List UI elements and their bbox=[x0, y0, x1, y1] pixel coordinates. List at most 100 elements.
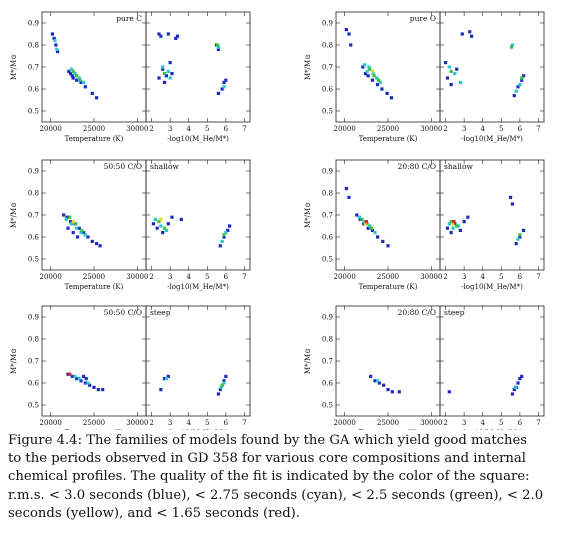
data-point-blue bbox=[363, 72, 368, 76]
data-point-blue bbox=[216, 91, 221, 95]
y-tick-label: 0.6 bbox=[28, 86, 40, 94]
y-tick-label: 0.8 bbox=[28, 42, 39, 50]
x-tick-label: 2 bbox=[443, 125, 447, 133]
panel-middle-right-right: 2 3 4 5 6 7 -log10(M_He/M*) shallow bbox=[439, 159, 545, 291]
x-tick-label: 4 bbox=[480, 273, 485, 281]
data-point-blue bbox=[70, 74, 74, 78]
data-point-blue bbox=[86, 235, 90, 239]
data-point-green bbox=[372, 74, 376, 78]
data-point-cyan bbox=[514, 89, 518, 93]
data-point-blue bbox=[344, 187, 348, 191]
x-axis-label: -log10(M_He/M*) bbox=[167, 429, 229, 430]
panel-frame bbox=[439, 11, 545, 123]
data-point-blue bbox=[380, 87, 384, 91]
panel-middle-right: 20000 25000 30000 0.5 0.6 0.7 0.8 0.9 Temperatur… bbox=[304, 159, 442, 291]
panel-frame bbox=[41, 305, 147, 417]
data-point-cyan bbox=[518, 83, 522, 87]
panel-tag: shallow bbox=[150, 162, 179, 171]
data-point-cyan bbox=[451, 226, 455, 230]
panel-tag: steep bbox=[444, 308, 465, 317]
x-axis-label: -log10(M_He/M*) bbox=[461, 429, 523, 430]
data-point-blue bbox=[166, 32, 170, 36]
y-tick-label: 0.5 bbox=[322, 256, 333, 264]
panel-top-right-right: 2 3 4 5 6 7 -log10(M_He/M*) bbox=[439, 11, 545, 143]
data-point-blue bbox=[397, 390, 401, 394]
data-point-blue bbox=[56, 50, 60, 54]
data-point-blue bbox=[455, 67, 459, 71]
data-point-blue bbox=[170, 215, 174, 219]
data-point-green bbox=[74, 222, 78, 226]
panel-frame bbox=[439, 305, 545, 417]
x-axis-label: -log10(M_He/M*) bbox=[167, 283, 229, 291]
data-point-blue bbox=[521, 228, 526, 232]
data-point-cyan bbox=[166, 69, 170, 73]
data-point-blue bbox=[77, 226, 81, 230]
y-tick-label: 0.6 bbox=[28, 234, 40, 242]
figure-4-4-grid: 20000 25000 30000 0.5 0.6 0.7 0.8 0.9 Temperatur… bbox=[10, 11, 545, 430]
panel-frame bbox=[145, 305, 251, 417]
data-point-blue bbox=[79, 80, 83, 84]
data-point-blue bbox=[369, 374, 373, 378]
figure-caption: Figure 4.4: The families of models found… bbox=[8, 432, 574, 523]
panel-bottom-left-right: 2 3 4 5 6 7 -log10(M_He/M*) steep bbox=[145, 305, 251, 430]
x-axis-label: Temperature (K) bbox=[359, 429, 418, 430]
data-point-blue bbox=[358, 217, 362, 221]
data-point-blue bbox=[381, 239, 385, 243]
data-point-blue bbox=[69, 72, 73, 76]
panel-frame bbox=[41, 11, 147, 123]
data-point-blue bbox=[162, 80, 167, 84]
x-tick-label: 30000 bbox=[126, 273, 148, 281]
data-point-blue bbox=[469, 34, 474, 38]
data-point-green bbox=[360, 217, 364, 221]
x-tick-label: 3 bbox=[168, 125, 172, 133]
y-tick-label: 0.9 bbox=[28, 168, 39, 176]
data-point-green bbox=[518, 233, 522, 237]
y-tick-label: 0.7 bbox=[28, 358, 39, 366]
x-tick-label: 20000 bbox=[40, 125, 62, 133]
data-point-blue bbox=[88, 383, 92, 387]
data-point-cyan bbox=[453, 72, 457, 76]
x-tick-label: 30000 bbox=[420, 273, 442, 281]
data-point-cyan bbox=[363, 220, 367, 224]
data-point-blue bbox=[71, 231, 75, 235]
data-point-blue bbox=[466, 215, 470, 219]
panel-frame bbox=[439, 159, 545, 271]
data-point-cyan bbox=[220, 239, 224, 243]
data-point-blue bbox=[510, 202, 515, 206]
y-tick-label: 0.5 bbox=[28, 256, 39, 264]
data-point-blue bbox=[66, 372, 70, 376]
y-axis-label: M*/M⊙ bbox=[10, 54, 18, 80]
data-point-blue bbox=[151, 222, 156, 226]
data-point-yellow bbox=[370, 69, 374, 73]
data-point-blue bbox=[90, 239, 94, 243]
data-point-blue bbox=[366, 226, 370, 230]
data-point-blue bbox=[376, 235, 380, 239]
x-tick-label: 5 bbox=[499, 273, 503, 281]
x-tick-label: 20000 bbox=[334, 125, 356, 133]
data-point-blue bbox=[349, 43, 353, 47]
data-point-blue bbox=[75, 78, 79, 82]
x-tick-label: 3 bbox=[462, 419, 466, 427]
data-point-green bbox=[220, 383, 224, 387]
data-point-blue bbox=[67, 69, 71, 73]
data-point-cyan bbox=[86, 381, 90, 385]
data-point-blue bbox=[62, 213, 66, 217]
data-point-blue bbox=[468, 30, 472, 34]
data-point-cyan bbox=[216, 45, 221, 49]
y-tick-label: 0.6 bbox=[322, 86, 334, 94]
x-tick-label: 2 bbox=[149, 125, 153, 133]
y-tick-label: 0.8 bbox=[322, 190, 333, 198]
y-axis-label: M*/M⊙ bbox=[304, 348, 312, 374]
data-point-blue bbox=[175, 34, 180, 38]
x-tick-label: 20000 bbox=[334, 419, 356, 427]
data-point-blue bbox=[155, 226, 159, 230]
x-tick-label: 20000 bbox=[40, 273, 62, 281]
y-axis-label: M*/M⊙ bbox=[10, 202, 18, 228]
data-point-blue bbox=[157, 32, 161, 36]
data-point-cyan bbox=[82, 80, 86, 84]
data-point-blue bbox=[520, 78, 524, 82]
y-tick-label: 0.8 bbox=[322, 42, 333, 50]
data-point-cyan bbox=[77, 377, 81, 381]
data-point-blue bbox=[92, 385, 96, 389]
data-point-blue bbox=[370, 228, 374, 232]
